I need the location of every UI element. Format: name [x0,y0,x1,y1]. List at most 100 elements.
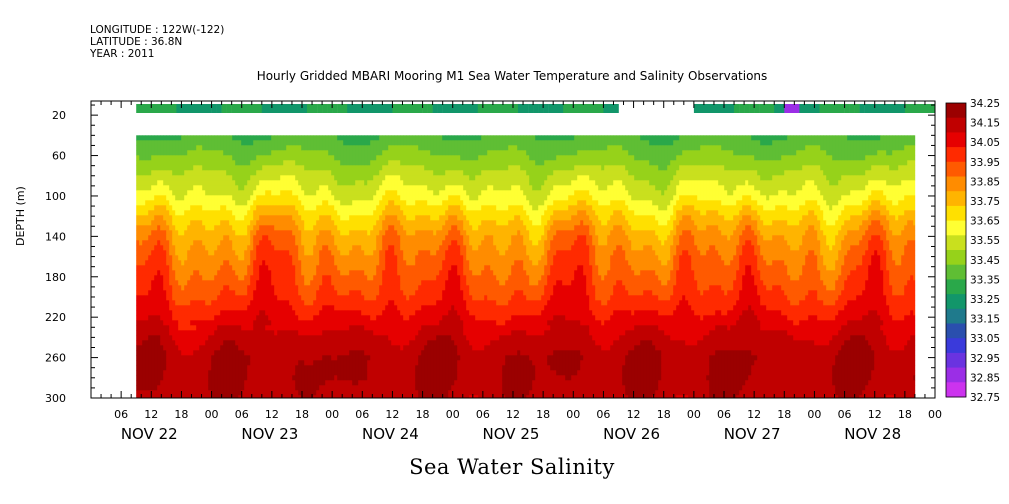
heatmap-cell [211,345,215,351]
heatmap-cell [277,300,281,306]
heatmap-cell [253,310,257,316]
heatmap-cell [361,300,365,306]
heatmap-cell [403,275,407,281]
heatmap-cell [331,350,335,356]
heatmap-cell [370,230,374,236]
heatmap-cell [166,170,170,176]
heatmap-cell [403,190,407,196]
heatmap-cell [181,155,185,161]
heatmap-cell [352,345,356,351]
heatmap-cell [145,140,149,146]
heatmap-cell [397,230,401,236]
heatmap-cell [403,155,407,161]
heatmap-cell [262,235,266,241]
heatmap-cell [238,220,242,226]
heatmap-cell [268,170,272,176]
heatmap-cell [166,205,170,211]
heatmap-cell [358,140,362,146]
heatmap-cell [379,220,383,226]
heatmap-cell [343,360,347,366]
heatmap-cell [235,360,239,366]
heatmap-cell [400,215,404,221]
heatmap-cell [289,390,293,396]
heatmap-cell [307,310,311,316]
heatmap-cell [220,200,224,206]
heatmap-cell [136,340,140,346]
heatmap-cell [373,135,377,141]
heatmap-cell [334,195,338,201]
heatmap-cell [385,275,389,281]
heatmap-cell [289,350,293,356]
heatmap-cell [220,145,224,151]
heatmap-cell [406,310,410,316]
heatmap-cell [292,210,296,216]
heatmap-cell [304,315,308,321]
heatmap-cell [343,375,347,381]
heatmap-cell [403,375,407,381]
heatmap-cell [262,305,266,311]
heatmap-cell [343,320,347,326]
heatmap-cell [343,305,347,311]
heatmap-cell [289,370,293,376]
heatmap-cell [244,180,248,186]
heatmap-cell [265,215,269,221]
heatmap-cell [403,200,407,206]
heatmap-cell [169,345,173,351]
heatmap-cell [313,165,317,171]
heatmap-cell [391,325,395,331]
heatmap-cell [304,345,308,351]
heatmap-cell [394,290,398,296]
heatmap-cell [202,310,206,316]
heatmap-cell [166,195,170,201]
heatmap-cell [367,300,371,306]
heatmap-cell [262,140,266,146]
heatmap-cell [307,185,311,191]
heatmap-cell [259,265,263,271]
heatmap-cell [364,375,368,381]
heatmap-cell [349,230,353,236]
heatmap-cell [289,275,293,281]
heatmap-cell [379,135,383,141]
heatmap-cell [343,250,347,256]
heatmap-cell [166,165,170,171]
heatmap-cell [358,385,362,391]
heatmap-cell [304,320,308,326]
heatmap-cell [223,395,227,399]
heatmap-cell [151,210,155,216]
heatmap-cell [292,330,296,336]
heatmap-cell [409,320,413,326]
heatmap-cell [229,210,233,216]
heatmap-cell [250,380,254,386]
heatmap-cell [319,365,323,371]
heatmap-cell [199,335,203,341]
heatmap-cell [166,315,170,321]
heatmap-cell [241,290,245,296]
heatmap-cell [235,340,239,346]
heatmap-cell [223,310,227,316]
heatmap-cell [346,340,350,346]
heatmap-cell [241,275,245,281]
heatmap-cell [238,365,242,371]
heatmap-cell [313,175,317,181]
heatmap-cell [256,155,260,161]
heatmap-cell [376,350,380,356]
heatmap-cell [307,240,311,246]
heatmap-cell [370,215,374,221]
heatmap-cell [271,140,275,146]
heatmap-cell [313,280,317,286]
heatmap-cell [379,295,383,301]
heatmap-cell [145,150,149,156]
heatmap-cell [193,180,197,186]
heatmap-cell [316,320,320,326]
heatmap-cell [145,265,149,271]
heatmap-cell [298,340,302,346]
heatmap-cell [334,255,338,261]
heatmap-cell [397,325,401,331]
heatmap-cell [313,185,317,191]
heatmap-cell [376,280,380,286]
heatmap-cell [349,235,353,241]
heatmap-cell [385,220,389,226]
heatmap-cell [283,220,287,226]
heatmap-cell [361,375,365,381]
heatmap-cell [349,315,353,321]
